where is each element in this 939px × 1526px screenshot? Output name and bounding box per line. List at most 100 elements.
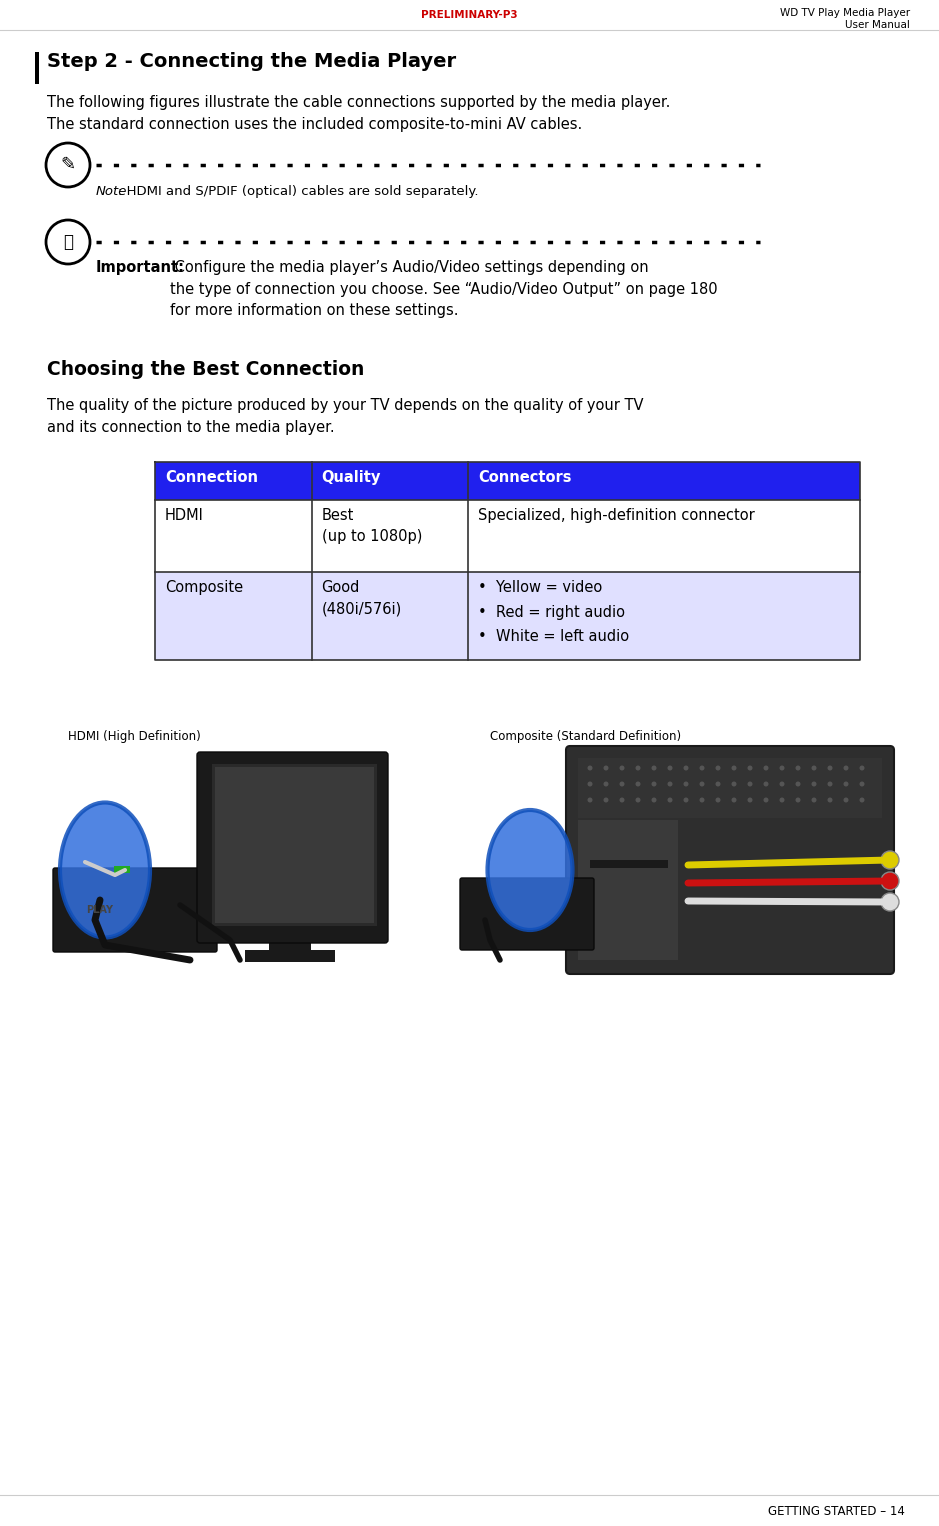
Circle shape [604,781,608,786]
Circle shape [811,781,817,786]
Circle shape [881,852,899,868]
Circle shape [684,798,688,803]
Circle shape [747,798,752,803]
Circle shape [636,781,640,786]
Circle shape [795,766,801,771]
Bar [114,865,130,873]
Bar [245,951,335,961]
Circle shape [716,798,720,803]
Circle shape [668,798,672,803]
Circle shape [636,766,640,771]
Text: Connectors: Connectors [478,470,572,485]
Text: HDMI: HDMI [165,508,204,523]
Bar [35,52,39,84]
Text: •  Yellow = video
•  Red = right audio
•  White = left audio: • Yellow = video • Red = right audio • W… [478,580,629,644]
Circle shape [859,798,865,803]
Circle shape [652,798,656,803]
Text: Composite (Standard Definition): Composite (Standard Definition) [490,729,681,743]
Circle shape [668,781,672,786]
Circle shape [795,781,801,786]
Circle shape [700,766,704,771]
Circle shape [747,766,752,771]
Circle shape [881,893,899,911]
Ellipse shape [487,810,573,929]
Text: Composite: Composite [165,580,243,595]
FancyBboxPatch shape [566,746,894,974]
Ellipse shape [60,803,150,937]
Bar [155,462,860,501]
Circle shape [668,766,672,771]
Text: HDMI (High Definition): HDMI (High Definition) [68,729,201,743]
Circle shape [779,798,784,803]
Circle shape [620,781,624,786]
Circle shape [700,798,704,803]
Circle shape [652,781,656,786]
Circle shape [827,766,833,771]
Text: Quality: Quality [321,470,381,485]
Circle shape [763,798,768,803]
Circle shape [604,798,608,803]
Bar [590,861,668,868]
Circle shape [588,766,593,771]
Circle shape [620,766,624,771]
Text: : HDMI and S/PDIF (optical) cables are sold separately.: : HDMI and S/PDIF (optical) cables are s… [118,185,479,198]
Circle shape [620,798,624,803]
Circle shape [811,798,817,803]
Text: Note: Note [96,185,128,198]
Circle shape [604,766,608,771]
Bar [215,768,374,923]
Circle shape [731,798,736,803]
Circle shape [881,871,899,890]
Circle shape [827,798,833,803]
Bar [155,501,860,572]
Bar [212,765,377,926]
FancyBboxPatch shape [269,778,311,955]
Circle shape [859,766,865,771]
Circle shape [588,798,593,803]
Circle shape [779,766,784,771]
Text: GETTING STARTED – 14: GETTING STARTED – 14 [768,1505,905,1518]
Text: Choosing the Best Connection: Choosing the Best Connection [47,360,364,378]
Bar [578,758,882,818]
Circle shape [747,781,752,786]
Bar [578,819,678,960]
FancyBboxPatch shape [197,752,388,943]
Text: User Manual: User Manual [845,20,910,31]
Circle shape [859,781,865,786]
Text: WD TV Play Media Player: WD TV Play Media Player [780,8,910,18]
Text: Connection: Connection [165,470,258,485]
Circle shape [843,781,849,786]
Circle shape [636,798,640,803]
Bar [155,572,860,661]
Circle shape [684,781,688,786]
Circle shape [652,766,656,771]
Circle shape [731,781,736,786]
Text: The quality of the picture produced by your TV depends on the quality of your TV: The quality of the picture produced by y… [47,398,643,435]
Text: Configure the media player’s Audio/Video settings depending on
the type of conne: Configure the media player’s Audio/Video… [170,259,717,319]
Circle shape [843,798,849,803]
FancyBboxPatch shape [460,877,594,951]
Text: Important:: Important: [96,259,185,275]
Circle shape [763,781,768,786]
Circle shape [716,781,720,786]
Circle shape [827,781,833,786]
Text: The following figures illustrate the cable connections supported by the media pl: The following figures illustrate the cab… [47,95,670,131]
Circle shape [763,766,768,771]
Text: Specialized, high-definition connector: Specialized, high-definition connector [478,508,755,523]
Text: 🔑: 🔑 [63,233,73,250]
Circle shape [843,766,849,771]
Text: PLAY: PLAY [86,905,114,916]
Circle shape [779,781,784,786]
Text: Best
(up to 1080p): Best (up to 1080p) [321,508,422,543]
Circle shape [588,781,593,786]
Circle shape [684,766,688,771]
Text: PRELIMINARY-P3: PRELIMINARY-P3 [421,11,517,20]
Circle shape [700,781,704,786]
Circle shape [795,798,801,803]
Circle shape [811,766,817,771]
Text: Good
(480i/576i): Good (480i/576i) [321,580,402,617]
Circle shape [731,766,736,771]
Circle shape [716,766,720,771]
FancyBboxPatch shape [53,868,217,952]
Text: Step 2 - Connecting the Media Player: Step 2 - Connecting the Media Player [47,52,456,72]
